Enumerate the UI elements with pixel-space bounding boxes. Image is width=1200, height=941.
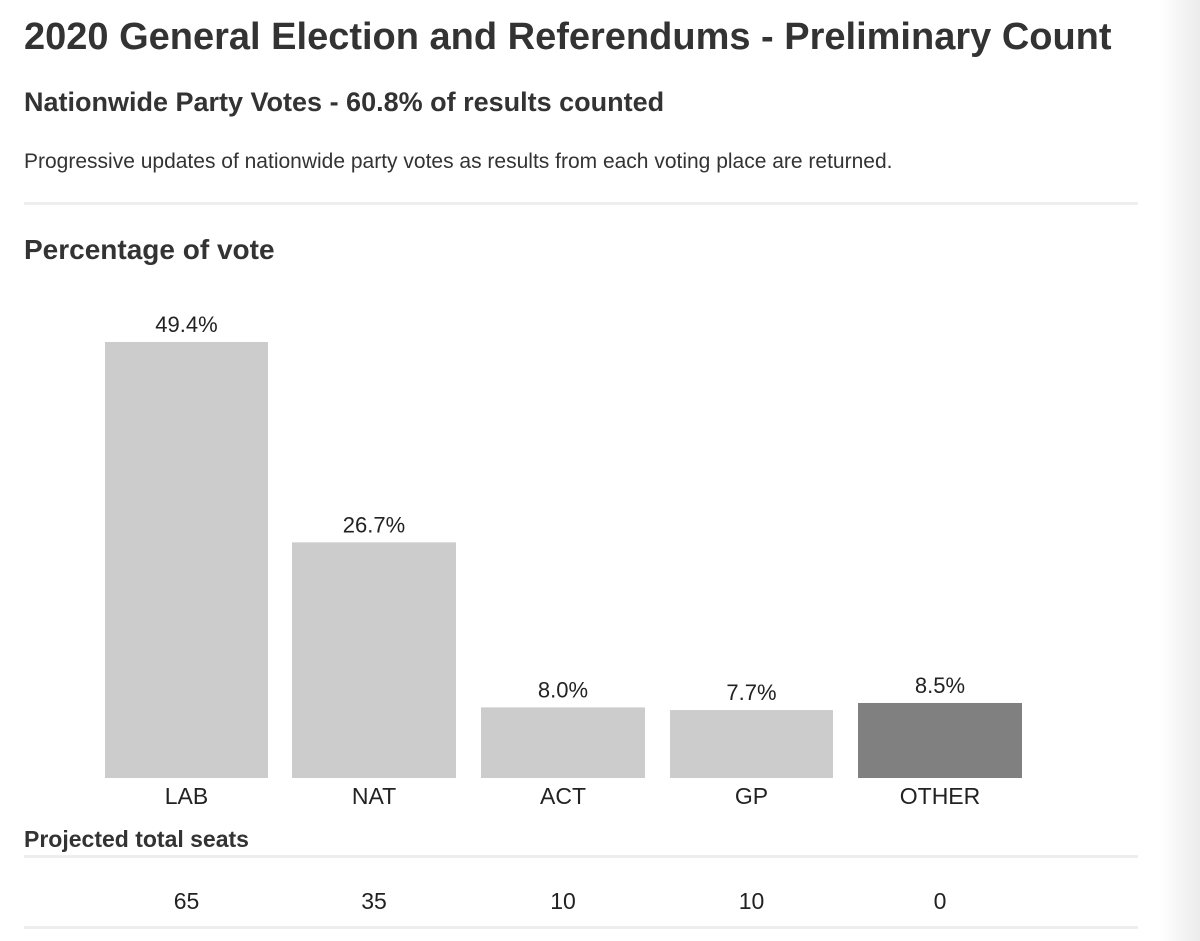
page-title: 2020 General Election and Referendums - …: [24, 16, 1112, 58]
page-edge-shadow: [1160, 0, 1200, 941]
divider-seats-top: [24, 855, 1138, 858]
projected-seats-heading: Projected total seats: [24, 826, 249, 852]
data-label-nat: 26.7%: [343, 512, 405, 537]
divider-top: [24, 202, 1138, 205]
page-description: Progressive updates of nationwide party …: [24, 150, 893, 173]
chart-title: Percentage of vote: [24, 234, 275, 265]
bar-act: [481, 707, 645, 778]
divider-seats-bottom: [24, 926, 1138, 929]
category-label-nat: NAT: [352, 783, 396, 809]
seat-value-lab: 65: [173, 888, 200, 914]
data-label-lab: 49.4%: [155, 312, 217, 337]
seat-value-gp: 10: [738, 888, 765, 914]
category-label-act: ACT: [540, 783, 586, 809]
category-label-gp: GP: [735, 783, 768, 809]
bar-lab: [105, 342, 268, 778]
category-label-lab: LAB: [165, 783, 208, 809]
bar-gp: [670, 710, 833, 778]
data-label-gp: 7.7%: [726, 680, 776, 705]
bar-nat: [292, 542, 456, 778]
seat-value-act: 10: [550, 888, 576, 914]
seat-value-other: 0: [933, 888, 947, 914]
data-label-other: 8.5%: [915, 673, 965, 698]
data-label-act: 8.0%: [538, 677, 588, 702]
category-label-other: OTHER: [900, 783, 981, 809]
vote-percentage-bar-chart: 49.4% LAB 26.7% NAT 8.0% ACT 7.7% GP 8.5% OTHER: [105, 312, 1022, 809]
page-subtitle: Nationwide Party Votes - 60.8% of result…: [24, 87, 665, 117]
seat-value-nat: 35: [361, 888, 387, 914]
bar-other: [858, 702, 1022, 778]
